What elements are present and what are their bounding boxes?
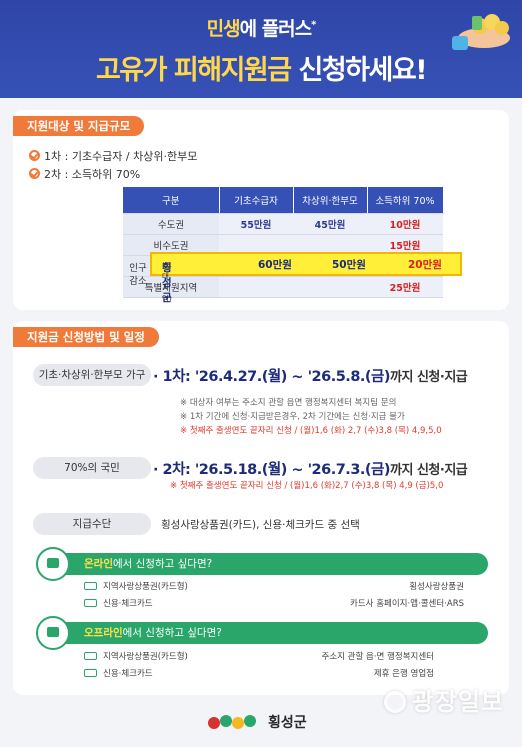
check-icon (29, 150, 40, 161)
means-text: 횡성사랑상품권(카드), 신용·체크카드 중 선택 (161, 519, 360, 531)
application-section-title: 지원금 신청방법 및 일정 (13, 327, 159, 347)
table-cell: 10만원 (367, 213, 443, 235)
table-cell (293, 234, 367, 256)
round1-schedule: · 1차: '26.4.27.(월) ~ '26.5.8.(금)까지 신청·지급 (153, 365, 468, 386)
hand-coins-illustration (452, 14, 510, 50)
table-cell: 20만원 (408, 259, 442, 271)
round2-rule: ※ 첫째주 출생연도 끝자리 신청 / (월)1,6 (화)2,7 (수)3,8… (170, 481, 444, 491)
means-pill: 지급수단 (33, 513, 151, 535)
table-cell (293, 276, 367, 298)
card-icon (84, 669, 97, 677)
table-cell: 55만원 (219, 213, 293, 235)
online-row-left: 지역사랑상품권(카드형) (103, 582, 188, 592)
watermark-icon (383, 691, 406, 713)
online-rest: 에서 신청하고 싶다면? (112, 558, 213, 570)
offline-highlight: 오프라인 (84, 627, 123, 639)
card-icon (84, 599, 97, 607)
table-header-row: 구분 기초수급자 차상위·한부모 소득하위 70% (123, 187, 444, 214)
hoengseong-logo-icon (208, 715, 256, 729)
online-row: 지역사랑상품권(카드형) 횡성사랑상품권 (84, 580, 464, 592)
table-header: 차상위·한부모 (293, 187, 368, 214)
table-header: 기초수급자 (219, 187, 294, 214)
hero-subtitle: 민생에 플러스* (0, 14, 522, 41)
offline-banner: 오프라인에서 신청하고 싶다면? (36, 616, 488, 650)
table-cell: 15만원 (367, 234, 443, 256)
hoengseong-region-name: 횡성군 (162, 262, 172, 304)
online-banner: 온라인에서 신청하고 싶다면? (36, 547, 488, 581)
offline-row-right: 주소지 관할 읍·면 행정복지센터 (321, 652, 434, 662)
hoengseong-region-sub: (우대지역) (162, 261, 172, 303)
card-icon (84, 652, 97, 660)
round1-rule: ※ 첫째주 출생연도 끝자리 신청 / (월)1,6 (화) 2,7 (수)3,… (180, 426, 442, 436)
online-row: 신용·체크카드 카드사 홈페이지·앱·콜센터·ARS (84, 597, 464, 609)
offline-row-left: 지역사랑상품권(카드형) (103, 652, 188, 662)
hero-star: * (311, 19, 316, 31)
online-highlight: 온라인 (84, 558, 113, 570)
round2-target-text: 2차 : 소득하위 70% (44, 168, 141, 181)
table-cell: 45만원 (293, 213, 367, 235)
table-cell-region: 수도권 (123, 213, 219, 235)
offline-row: 신용·체크카드 제휴 은행 영업점 (84, 667, 464, 679)
table-row: 특별지원지역 25만원 (123, 276, 443, 298)
offline-row-left: 신용·체크카드 (103, 669, 153, 679)
footer-org: 횡성군 (268, 715, 307, 731)
offline-row: 지역사랑상품권(카드형) 주소지 관할 읍·면 행정복지센터 (84, 650, 464, 662)
round1-note: ※ 1차 기간에 신청·지급받은경우, 2차 기간에는 신청·지급 불가 (180, 412, 405, 422)
round2-pill: 70%의 국민 (33, 457, 151, 479)
hero-title: 고유가 피해지원금 신청하세요! (0, 48, 522, 87)
round1-target-text: 1차 : 기초수급자 / 차상위·한부모 (44, 150, 198, 163)
table-cell: 25만원 (367, 276, 443, 298)
table-row: 수도권 55만원 45만원 10만원 (123, 213, 443, 235)
eligibility-card: 지원대상 및 지급규모 1차 : 기초수급자 / 차상위·한부모 2차 : 소득… (13, 110, 509, 310)
offline-row-right: 제휴 은행 영업점 (373, 669, 434, 679)
online-row-left: 신용·체크카드 (103, 599, 153, 609)
hero-subtitle-highlight: 민생 (206, 18, 241, 40)
header-banner: 민생에 플러스* 고유가 피해지원금 신청하세요! (0, 0, 522, 98)
table-cell-region: 특별지원지역 (123, 276, 219, 298)
check-icon (29, 168, 40, 179)
watermark-text: 광장일보 (411, 688, 504, 716)
table-cell (219, 276, 293, 298)
monitor-icon (36, 547, 70, 581)
hoengseong-highlight-row: 횡성군 (우대지역) 60만원 50만원 20만원 (150, 252, 462, 304)
table-row: 비수도권 15만원 (123, 234, 443, 256)
round1-tail: 까지 신청·지급 (390, 370, 468, 385)
hero-subtitle-rest: 에 플러스 (239, 18, 313, 40)
table-cell: 50만원 (332, 259, 366, 271)
round1-target: 1차 : 기초수급자 / 차상위·한부모 (29, 148, 197, 164)
round2-prefix: · 2차: (153, 462, 195, 478)
online-row-right: 카드사 홈페이지·앱·콜센터·ARS (350, 599, 464, 609)
table-cell-region: 비수도권 (123, 234, 219, 256)
round1-pill: 기초·차상위·한부모 가구 (33, 364, 151, 386)
hero-title-highlight: 고유가 피해지원금 (95, 55, 292, 86)
building-icon (36, 616, 70, 650)
hero-title-rest: 신청하세요! (290, 55, 427, 86)
eligibility-section-title: 지원대상 및 지급규모 (13, 116, 145, 136)
card-icon (84, 582, 97, 590)
offline-rest: 에서 신청하고 싶다면? (122, 627, 222, 639)
round2-target: 2차 : 소득하위 70% (29, 166, 140, 182)
online-row-right: 횡성사랑상품권 (409, 582, 464, 592)
round1-dates: '26.4.27.(월) ~ '26.5.8.(금) (194, 369, 391, 385)
round1-note: ※ 대상자 여부는 주소지 관할 읍면 행정복지센터 복지팀 문의 (180, 398, 397, 408)
table-header: 구분 (123, 187, 220, 214)
table-cell (219, 234, 293, 256)
round2-schedule: · 2차: '26.5.18.(월) ~ '26.7.3.(금)까지 신청·지급 (153, 458, 468, 479)
table-header: 소득하위 70% (367, 187, 444, 214)
table-cell: 60만원 (258, 259, 292, 271)
round2-dates: '26.5.18.(월) ~ '26.7.3.(금) (194, 462, 391, 478)
population-decline-label: 인구감소 (129, 263, 147, 287)
round2-tail: 까지 신청·지급 (390, 463, 468, 478)
watermark: 광장일보 (383, 682, 504, 717)
round1-prefix: · 1차: (153, 369, 195, 385)
